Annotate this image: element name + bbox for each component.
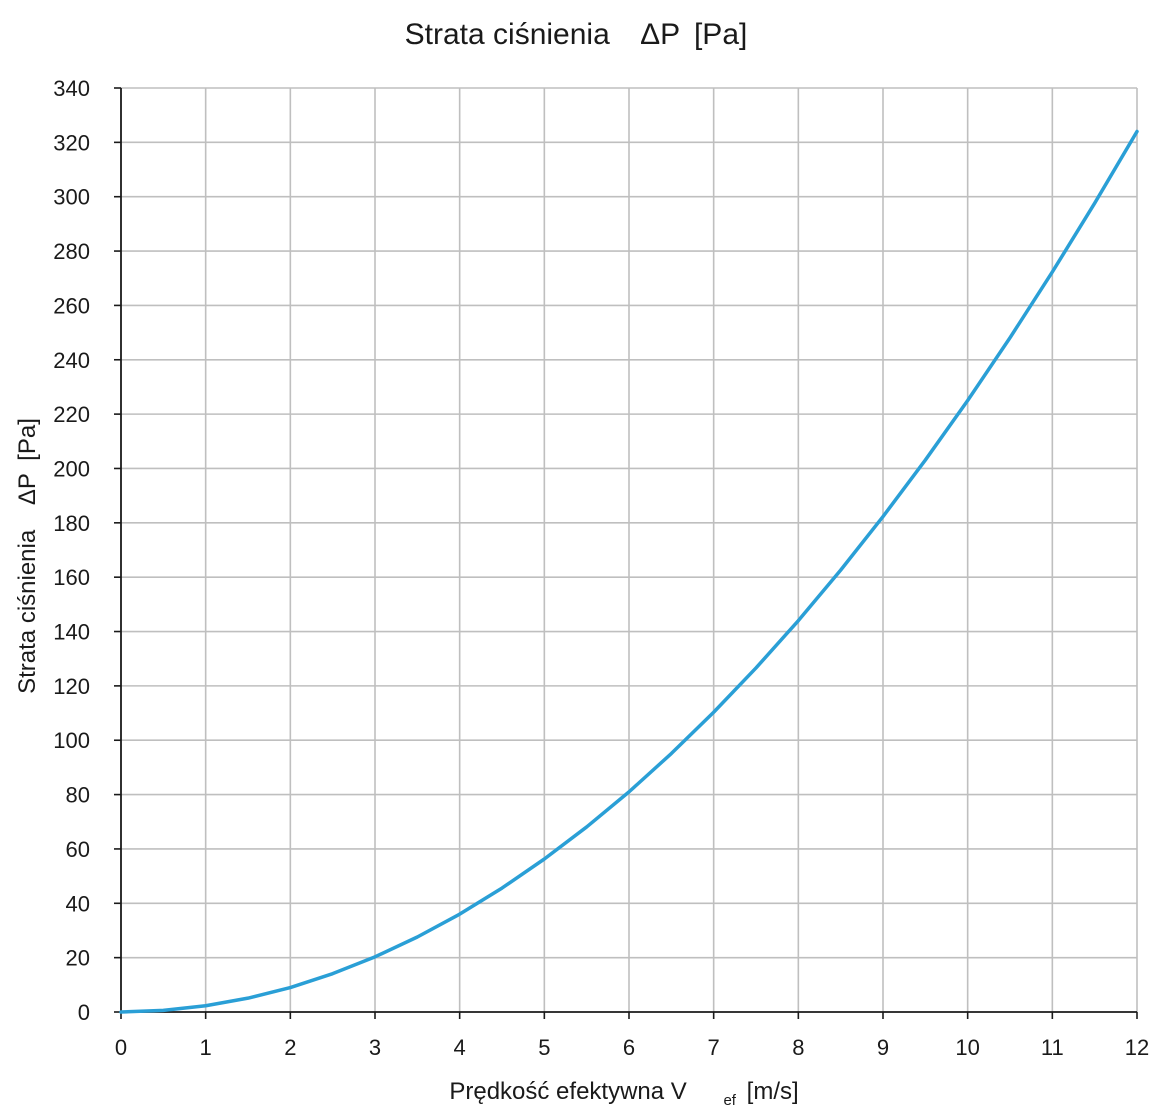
y-tick-label: 140 bbox=[53, 620, 90, 645]
y-tick-label: 200 bbox=[53, 456, 90, 481]
y-tick-label: 320 bbox=[53, 130, 90, 155]
y-tick-label: 120 bbox=[53, 674, 90, 699]
y-tick-label: 240 bbox=[53, 348, 90, 373]
x-tick-label: 10 bbox=[955, 1035, 979, 1060]
x-tick-label: 1 bbox=[200, 1035, 212, 1060]
y-axis-label: Strata ciśnienia ΔP [Pa] bbox=[14, 418, 41, 694]
y-tick-label: 300 bbox=[53, 185, 90, 210]
x-tick-label: 7 bbox=[708, 1035, 720, 1060]
x-tick-label: 0 bbox=[115, 1035, 127, 1060]
y-tick-label: 20 bbox=[66, 946, 90, 971]
x-tick-label: 12 bbox=[1125, 1035, 1149, 1060]
x-tick-label: 6 bbox=[623, 1035, 635, 1060]
y-tick-label: 340 bbox=[53, 76, 90, 101]
y-axis-label-prefix: Strata ciśnienia bbox=[14, 529, 41, 694]
x-tick-label: 9 bbox=[877, 1035, 889, 1060]
chart-title-prefix: Strata ciśnienia bbox=[405, 18, 610, 51]
chart-title: Strata ciśnienia ΔP [Pa] bbox=[405, 18, 748, 51]
x-axis-label-prefix: Prędkość efektywna V bbox=[449, 1078, 686, 1105]
y-axis-label-symbol: ΔP bbox=[14, 474, 41, 506]
y-tick-label: 180 bbox=[53, 511, 90, 536]
axes bbox=[114, 87, 1138, 1019]
y-tick-label: 280 bbox=[53, 239, 90, 264]
tick-labels: 0 1 2 3 4 5 6 7 8 9 10 11 12020406080100120140160180… bbox=[53, 76, 1149, 1060]
y-tick-label: 60 bbox=[66, 837, 90, 862]
x-tick-label: 5 bbox=[538, 1035, 550, 1060]
x-axis-label: Prędkość efektywna V ef [m/s] bbox=[449, 1078, 798, 1108]
grid bbox=[121, 87, 1138, 1012]
x-tick-label: 11 bbox=[1041, 1035, 1064, 1060]
y-axis-label-unit: [Pa] bbox=[14, 418, 41, 461]
chart-title-symbol: ΔP bbox=[640, 18, 680, 51]
y-tick-label: 80 bbox=[66, 783, 90, 808]
y-tick-label: 160 bbox=[53, 565, 90, 590]
series bbox=[119, 129, 1139, 1014]
x-axis-label-subscript: ef bbox=[723, 1092, 736, 1108]
y-tick-label: 0 bbox=[78, 1000, 90, 1025]
y-tick-label: 100 bbox=[53, 728, 90, 753]
x-tick-label: 4 bbox=[454, 1035, 466, 1060]
x-tick-label: 3 bbox=[369, 1035, 381, 1060]
series-line-0 bbox=[119, 129, 1139, 1014]
y-tick-label: 220 bbox=[53, 402, 90, 427]
x-axis-label-unit: [m/s] bbox=[747, 1078, 799, 1105]
chart-title-unit: [Pa] bbox=[694, 18, 747, 51]
y-tick-label: 40 bbox=[66, 891, 90, 916]
x-tick-label: 8 bbox=[792, 1035, 804, 1060]
x-tick-label: 2 bbox=[284, 1035, 296, 1060]
y-tick-label: 260 bbox=[53, 293, 90, 318]
